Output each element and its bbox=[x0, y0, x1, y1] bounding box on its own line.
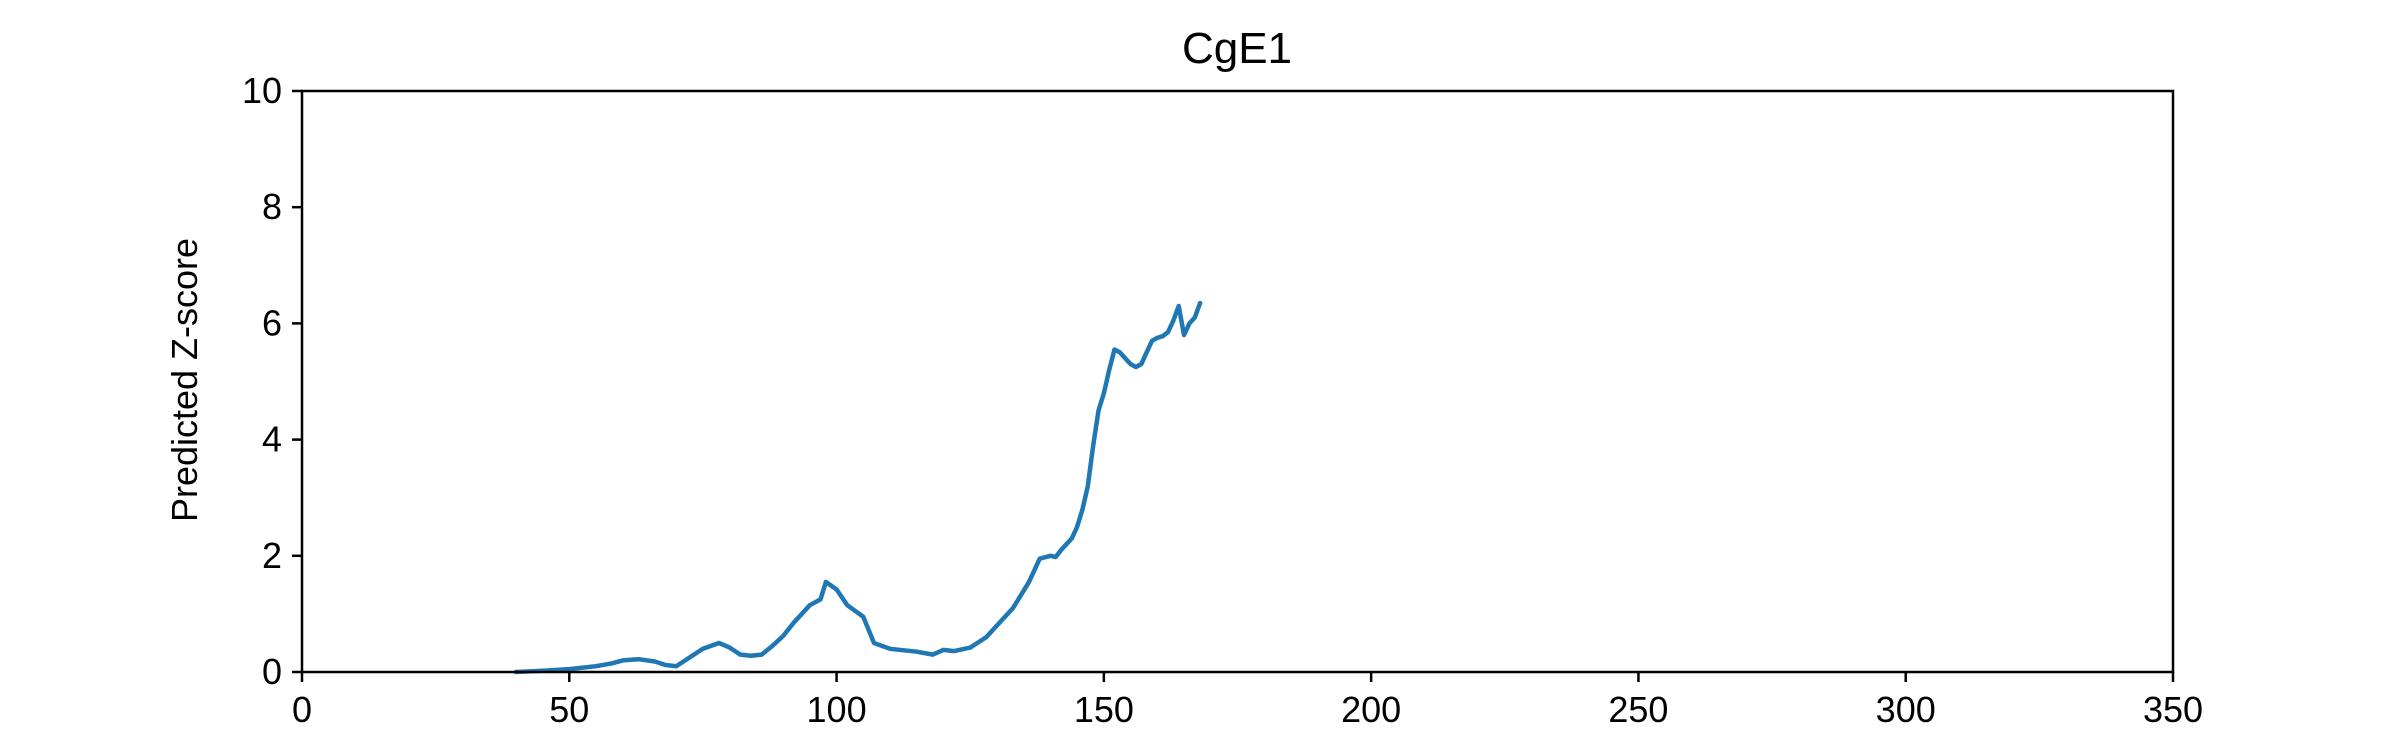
x-tick-label: 150 bbox=[1074, 689, 1134, 730]
x-tick-label: 300 bbox=[1876, 689, 1936, 730]
chart-title: CgE1 bbox=[1182, 24, 1292, 73]
y-tick-label: 2 bbox=[262, 535, 282, 576]
x-tick-label: 0 bbox=[292, 689, 312, 730]
y-tick-label: 0 bbox=[262, 651, 282, 692]
y-tick-label: 6 bbox=[262, 302, 282, 343]
x-tick-label: 200 bbox=[1341, 689, 1401, 730]
y-tick-label: 10 bbox=[242, 70, 282, 111]
x-tick-label: 100 bbox=[807, 689, 867, 730]
y-tick-label: 8 bbox=[262, 186, 282, 227]
x-tick-label: 50 bbox=[549, 689, 589, 730]
y-tick-label: 4 bbox=[262, 419, 282, 460]
y-axis-label: Predicted Z-score bbox=[164, 238, 205, 522]
x-tick-label: 350 bbox=[2143, 689, 2203, 730]
plot-area: 0 50 100 150 200 250 300 350 0 2 4 6 8 10 bbox=[242, 70, 2203, 730]
axes-frame bbox=[300, 89, 2175, 674]
series-line-0 bbox=[513, 300, 1203, 675]
x-tick-label: 250 bbox=[1608, 689, 1668, 730]
